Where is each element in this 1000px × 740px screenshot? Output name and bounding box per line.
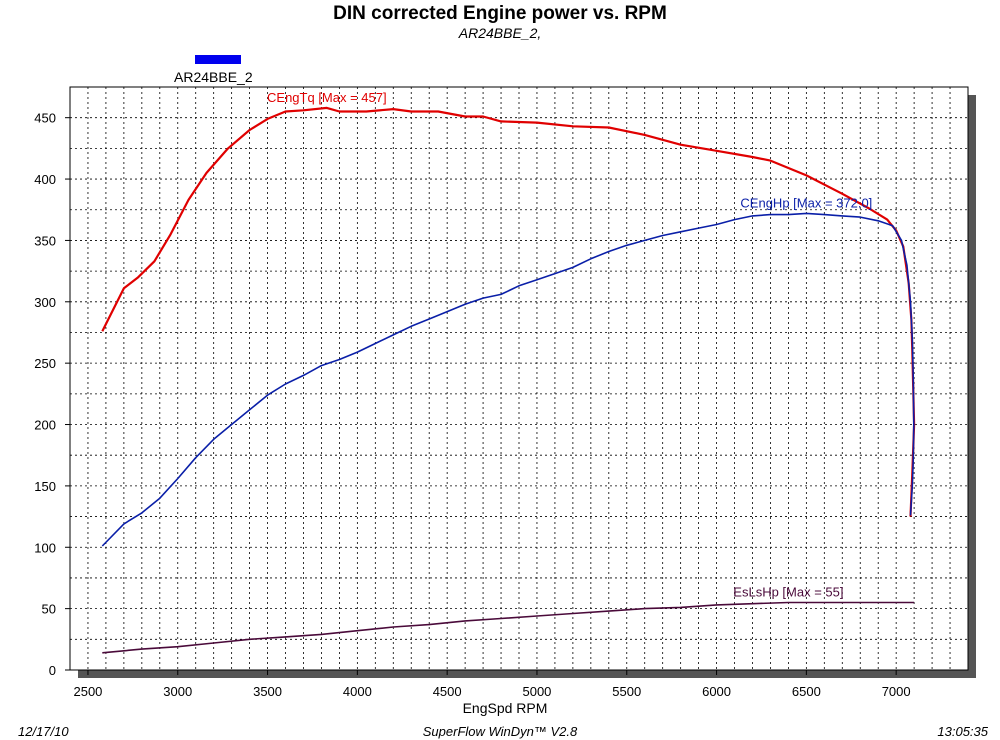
y-tick-label: 150 — [34, 479, 56, 494]
x-tick-label: 2500 — [73, 684, 102, 699]
axes: 0 50 100 150 200 250 300 350 400 450 2500 3000 3500 4… — [34, 111, 910, 699]
footer-time: 13:05:35 — [937, 724, 988, 739]
x-tick-label: 5500 — [612, 684, 641, 699]
annotation-cenghp: CEngHp [Max = 372.0] — [740, 195, 872, 210]
x-tick-label: 6000 — [702, 684, 731, 699]
grid — [70, 87, 968, 670]
annotation-eslshp: EsLsHp [Max = 55] — [733, 584, 843, 599]
x-tick-label: 5000 — [522, 684, 551, 699]
y-tick-label: 450 — [34, 111, 56, 126]
x-tick-label: 6500 — [792, 684, 821, 699]
legend-swatch — [195, 55, 241, 64]
x-tick-label: 3000 — [163, 684, 192, 699]
y-tick-label: 350 — [34, 233, 56, 248]
y-tick-label: 50 — [42, 602, 56, 617]
y-tick-label: 300 — [34, 295, 56, 310]
y-tick-label: 200 — [34, 418, 56, 433]
chart-title: DIN corrected Engine power vs. RPM — [333, 3, 667, 24]
footer-software: SuperFlow WinDyn™ V2.8 — [423, 724, 578, 739]
chart-subtitle: AR24BBE_2, — [458, 25, 542, 41]
x-axis-label: EngSpd RPM — [463, 700, 548, 716]
annotation-cengtq: CEngTq [Max = 457] — [267, 90, 387, 105]
x-tick-label: 4000 — [343, 684, 372, 699]
series-line-cenghp — [101, 212, 915, 547]
y-tick-label: 250 — [34, 356, 56, 371]
legend-label: AR24BBE_2 — [174, 69, 253, 85]
x-tick-label: 3500 — [253, 684, 282, 699]
series-line-eslshp — [102, 601, 915, 654]
y-tick-label: 100 — [34, 540, 56, 555]
footer-date: 12/17/10 — [18, 724, 69, 739]
x-tick-label: 4500 — [433, 684, 462, 699]
y-tick-label: 0 — [49, 663, 56, 678]
x-tick-label: 7000 — [882, 684, 911, 699]
y-tick-label: 400 — [34, 172, 56, 187]
series-group — [101, 106, 916, 654]
annotations: CEngTq [Max = 457] CEngHp [Max = 372.0] Es… — [267, 90, 872, 600]
